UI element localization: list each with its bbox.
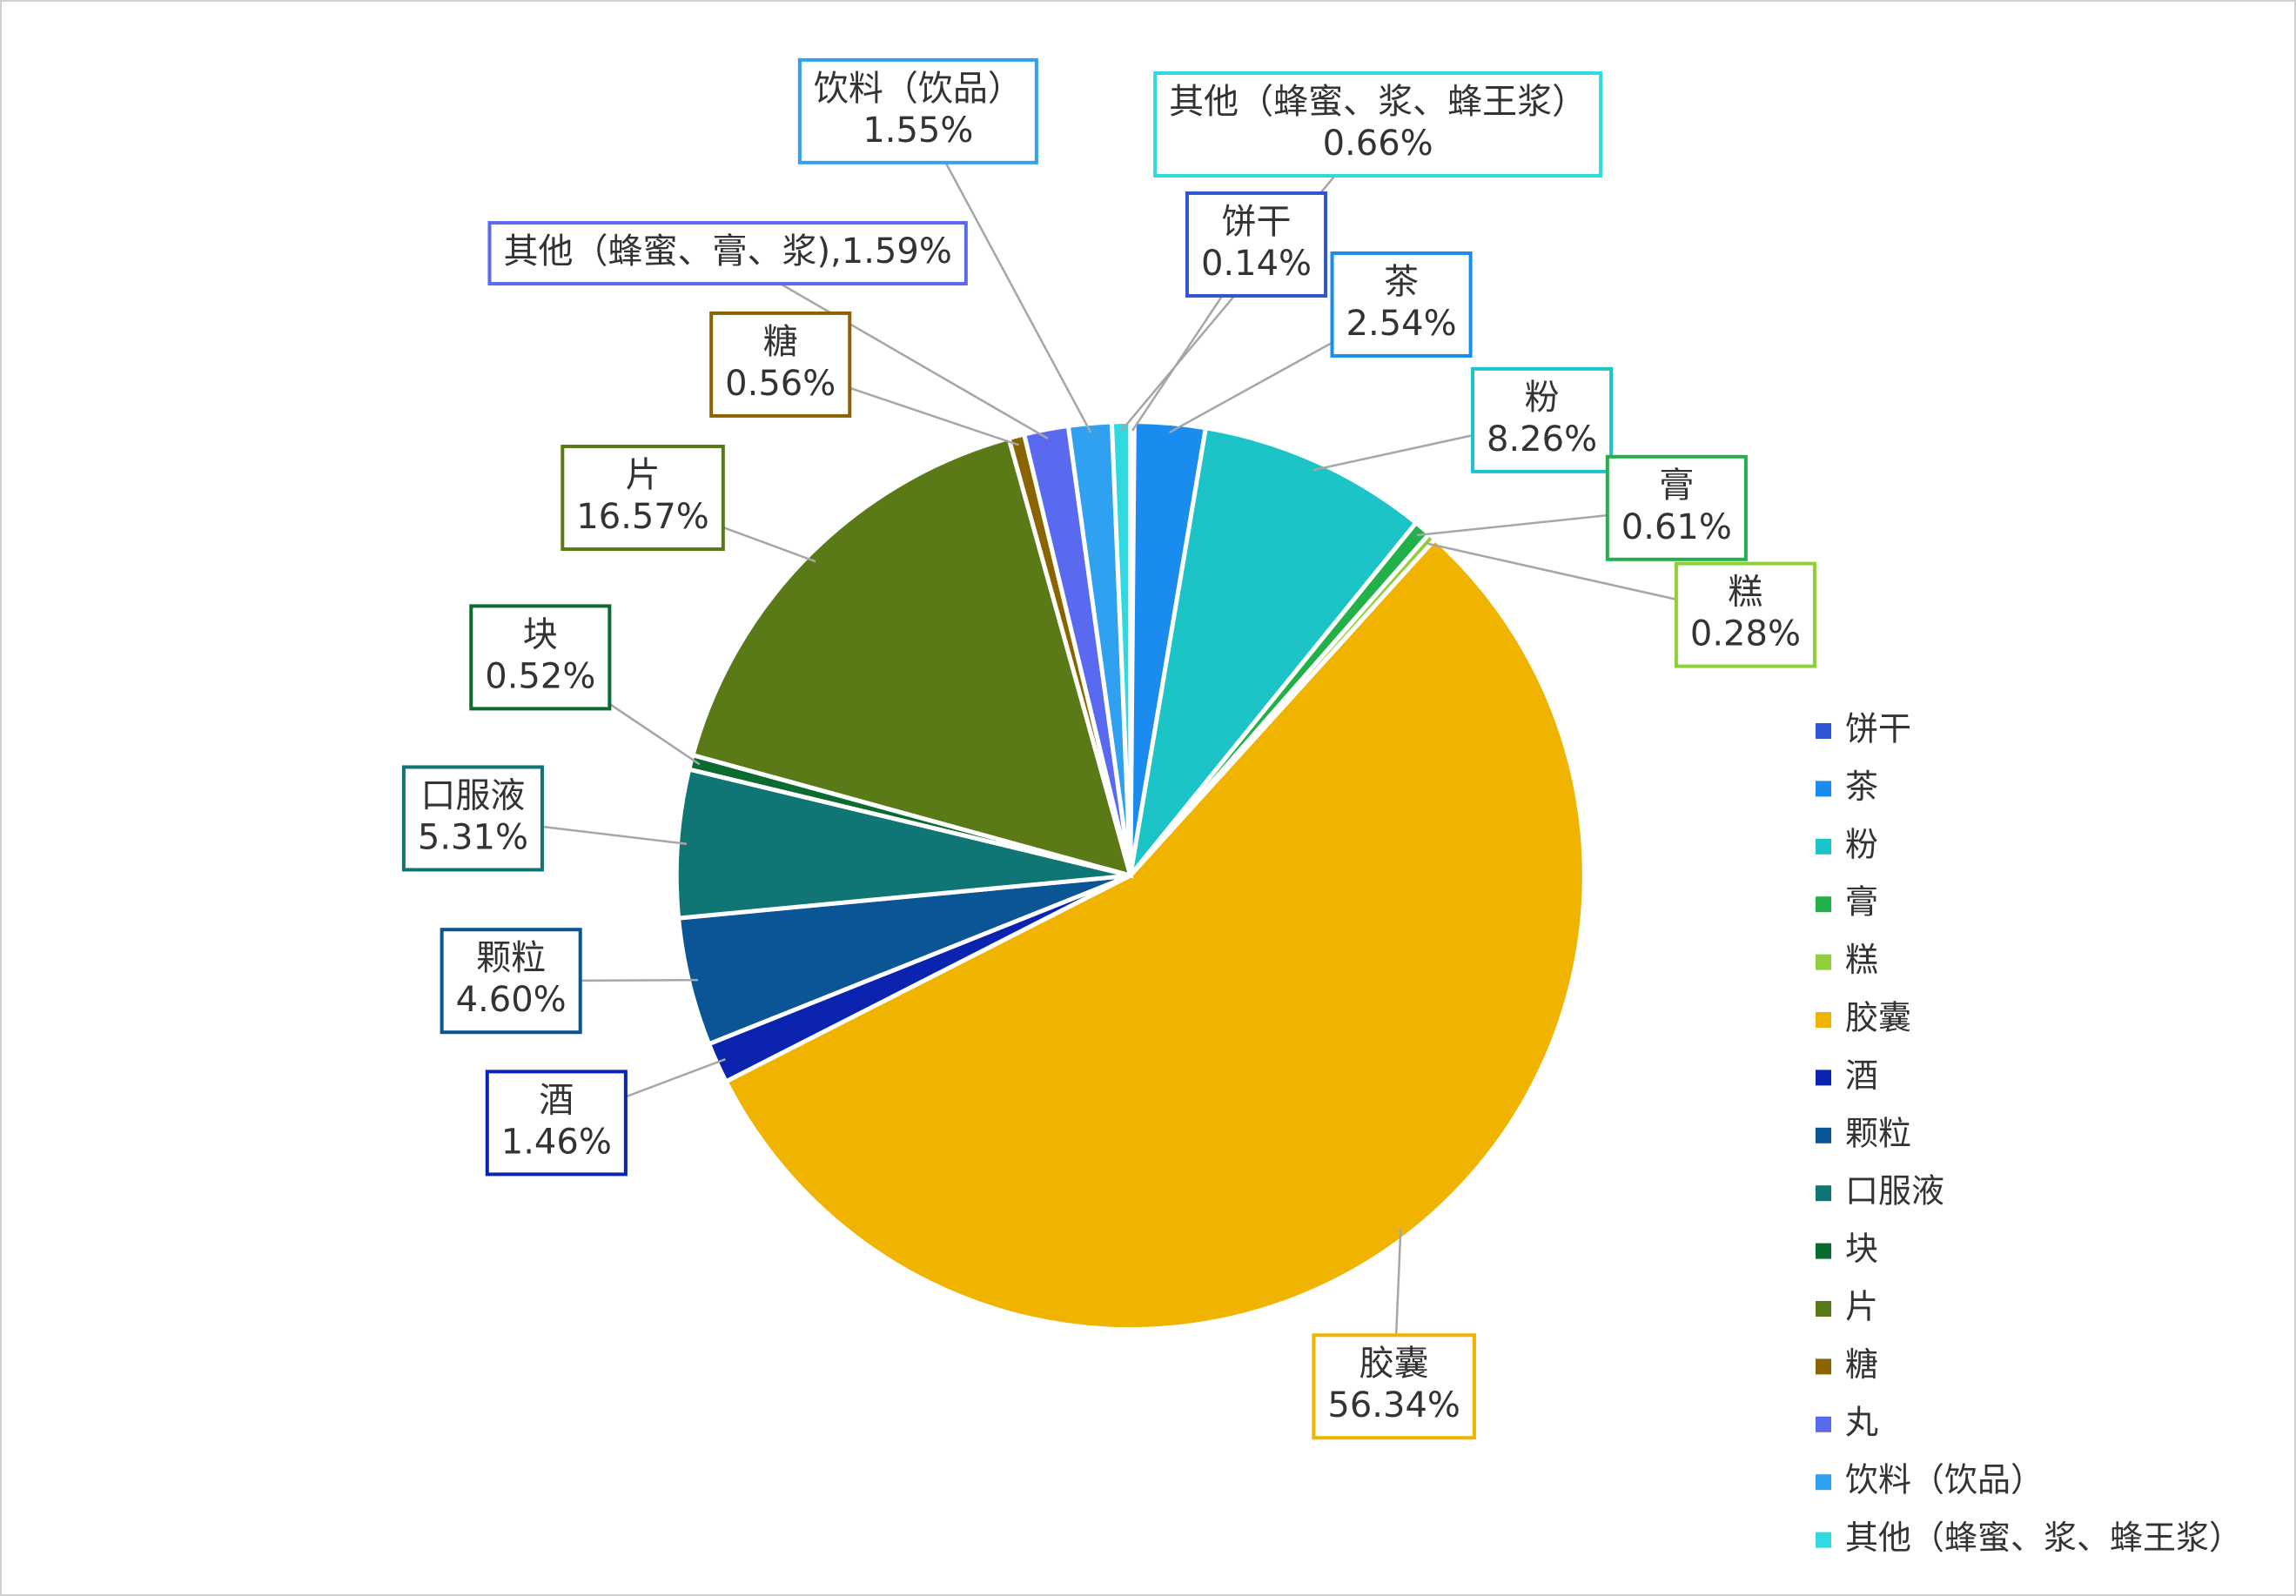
legend-swatch (1816, 1243, 1831, 1259)
label-box (1312, 1333, 1476, 1440)
label-box (1330, 251, 1473, 358)
legend-label: 粉 (1845, 825, 1878, 863)
legend-swatch (1816, 1127, 1831, 1143)
label-value: 0.52% (485, 656, 595, 696)
label-value: 0.14% (1201, 244, 1312, 284)
legend-label: 饮料（饮品） (1845, 1461, 2044, 1499)
pie (674, 419, 1587, 1332)
label-box (440, 928, 582, 1035)
label-name: 糖 (763, 322, 798, 362)
data-label: 酒1.46% (485, 1070, 628, 1177)
label-value: 其他（蜂蜜、膏、浆),1.59% (503, 231, 951, 272)
legend-swatch (1816, 1185, 1831, 1202)
label-value: 16.57% (576, 497, 709, 537)
label-name: 颗粒 (476, 938, 546, 978)
label-box (1185, 191, 1328, 298)
legend-swatch (1816, 1358, 1831, 1375)
legend-swatch (1816, 1474, 1831, 1491)
data-label: 糖0.56% (709, 311, 852, 418)
label-box (797, 57, 1038, 164)
label-value: 1.46% (501, 1122, 612, 1162)
legend-label: 糕 (1845, 941, 1878, 979)
label-value: 4.60% (456, 980, 567, 1020)
legend-label: 酒 (1845, 1056, 1878, 1095)
legend-label: 胶囊 (1845, 999, 1911, 1037)
labels: 饼干0.14% 茶2.54%粉8.26%膏0.61%糕0.28%胶囊56.34%酒… (401, 57, 1816, 1440)
data-label: 饮料（饮品）1.55% (797, 57, 1038, 164)
label-name: 块 (523, 614, 558, 654)
pie-slice (1126, 425, 1420, 884)
data-label: 其他（蜂蜜、浆、蜂王浆）0.66% (1153, 71, 1603, 178)
label-box (487, 221, 968, 286)
label-name: 酒 (539, 1080, 574, 1120)
label-name: 口服液 (420, 775, 525, 815)
data-label: 茶2.54% (1330, 251, 1473, 358)
label-box (1153, 71, 1603, 178)
legend-label: 茶 (1845, 768, 1878, 806)
legend-swatch (1816, 838, 1831, 855)
legend-label: 其他（蜂蜜、浆、蜂王浆） (1845, 1519, 2242, 1557)
label-box (1674, 561, 1816, 668)
label-value: 56.34% (1327, 1385, 1460, 1425)
legend-label: 糖 (1845, 1345, 1878, 1384)
label-name: 茶 (1384, 262, 1419, 302)
label-value: 8.26% (1487, 419, 1597, 459)
data-label: 块0.52% (469, 604, 612, 711)
data-label: 粉8.26% (1471, 366, 1614, 473)
legend-label: 饼干 (1845, 710, 1911, 748)
label-name: 糕 (1728, 573, 1762, 613)
label-name: 片 (626, 455, 661, 495)
label-value: 0.66% (1323, 124, 1433, 164)
label-value: 0.28% (1690, 614, 1801, 654)
label-value: 1.55% (863, 111, 973, 151)
label-name: 饮料（饮品） (814, 69, 1023, 109)
label-box (1471, 366, 1614, 473)
legend-swatch (1816, 781, 1831, 797)
legend-swatch (1816, 1012, 1831, 1028)
legend-label: 颗粒 (1845, 1114, 1911, 1152)
pie-slice (1109, 419, 1133, 876)
label-value: 5.31% (418, 817, 528, 857)
label-name: 其他（蜂蜜、浆、蜂王浆） (1169, 82, 1587, 122)
data-label: 其他（蜂蜜、膏、浆),1.59% (487, 221, 968, 286)
data-label: 膏0.61% (1605, 454, 1748, 561)
legend-swatch (1816, 1070, 1831, 1086)
legend-label: 丸 (1845, 1403, 1878, 1441)
legend-swatch (1816, 954, 1831, 970)
legend-label: 块 (1845, 1230, 1878, 1268)
leader-line (916, 111, 1092, 433)
legend-swatch (1816, 723, 1831, 739)
label-box (485, 1070, 628, 1177)
pie-slice (722, 535, 1587, 1332)
label-box (401, 765, 544, 872)
label-value: 0.56% (725, 364, 836, 404)
legend-label: 片 (1845, 1288, 1878, 1326)
label-value: 2.54% (1346, 304, 1457, 344)
label-box (1605, 454, 1748, 561)
pie-slice (689, 435, 1134, 879)
legend-label: 口服液 (1845, 1172, 1944, 1210)
data-label: 饼干0.14% (1185, 191, 1328, 298)
label-name: 饼干 (1221, 202, 1291, 242)
data-label: 颗粒4.60% (440, 928, 582, 1035)
label-box (709, 311, 852, 418)
legend-swatch (1816, 1532, 1831, 1548)
legend-label: 膏 (1845, 883, 1878, 922)
legend-swatch (1816, 1301, 1831, 1317)
label-value: 0.61% (1621, 507, 1732, 547)
label-name: 膏 (1659, 466, 1694, 506)
label-box (561, 445, 725, 552)
data-label: 糕0.28% (1674, 561, 1816, 668)
legend-swatch (1816, 896, 1831, 913)
label-name: 粉 (1525, 378, 1560, 418)
label-box (469, 604, 612, 711)
data-label: 片16.57% (561, 445, 725, 552)
label-name: 胶囊 (1359, 1344, 1429, 1384)
legend-swatch (1816, 1416, 1831, 1432)
